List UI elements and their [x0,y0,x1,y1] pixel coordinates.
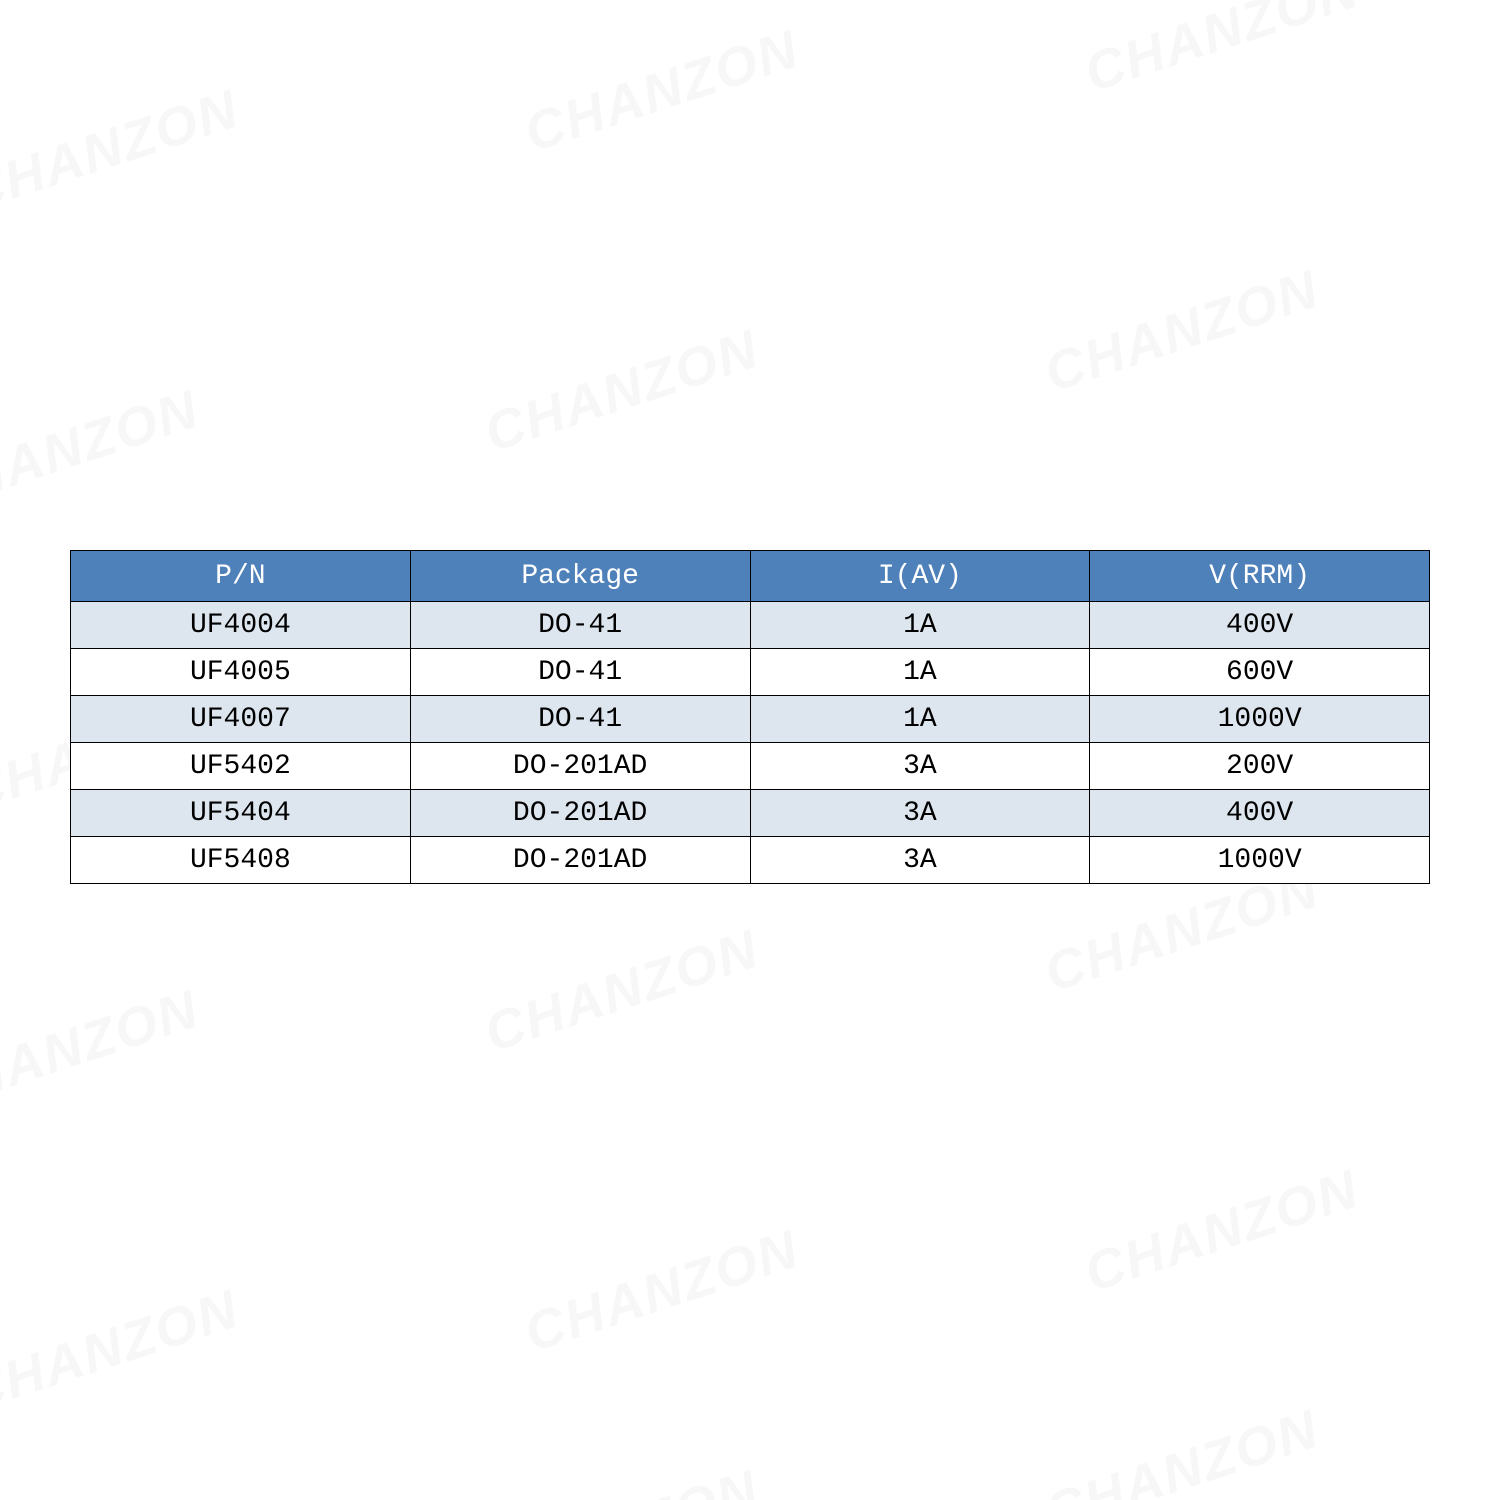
col-header-vrrm: V(RRM) [1090,551,1430,602]
cell-pn: UF5404 [71,790,411,837]
table-row: UF4007 DO-41 1A 1000V [71,696,1430,743]
cell-vrrm: 400V [1090,602,1430,649]
cell-package: DO-41 [410,649,750,696]
cell-pn: UF5402 [71,743,411,790]
watermark-text: CHANZON [477,1458,766,1500]
col-header-package: Package [410,551,750,602]
watermark-text: CHANZON [477,318,766,465]
cell-vrrm: 200V [1090,743,1430,790]
table-row: UF5404 DO-201AD 3A 400V [71,790,1430,837]
watermark-text: CHANZON [0,378,207,525]
spec-table-container: P/N Package I(AV) V(RRM) UF4004 DO-41 1A… [70,550,1430,884]
cell-package: DO-41 [410,602,750,649]
cell-package: DO-201AD [410,790,750,837]
watermark-text: CHANZON [517,18,806,165]
table-row: UF4004 DO-41 1A 400V [71,602,1430,649]
cell-iav: 1A [750,649,1090,696]
cell-iav: 3A [750,790,1090,837]
watermark-text: CHANZON [477,918,766,1065]
watermark-text: CHANZON [1077,0,1366,104]
col-header-iav: I(AV) [750,551,1090,602]
cell-pn: UF5408 [71,837,411,884]
table-row: UF5408 DO-201AD 3A 1000V [71,837,1430,884]
cell-vrrm: 400V [1090,790,1430,837]
spec-table: P/N Package I(AV) V(RRM) UF4004 DO-41 1A… [70,550,1430,884]
watermark-text: CHANZON [0,1278,247,1425]
watermark-text: CHANZON [0,78,247,225]
watermark-text: CHANZON [517,1218,806,1365]
cell-iav: 1A [750,696,1090,743]
watermark-text: CHANZON [1077,1158,1366,1305]
cell-package: DO-41 [410,696,750,743]
watermark-text: CHANZON [1037,258,1326,405]
cell-iav: 3A [750,743,1090,790]
watermark-text: CHANZON [0,978,207,1125]
col-header-pn: P/N [71,551,411,602]
cell-pn: UF4007 [71,696,411,743]
cell-iav: 1A [750,602,1090,649]
table-row: UF4005 DO-41 1A 600V [71,649,1430,696]
cell-iav: 3A [750,837,1090,884]
cell-pn: UF4004 [71,602,411,649]
cell-vrrm: 1000V [1090,837,1430,884]
cell-package: DO-201AD [410,743,750,790]
table-row: UF5402 DO-201AD 3A 200V [71,743,1430,790]
cell-vrrm: 600V [1090,649,1430,696]
cell-vrrm: 1000V [1090,696,1430,743]
watermark-text: CHANZON [1037,1398,1326,1500]
table-header-row: P/N Package I(AV) V(RRM) [71,551,1430,602]
cell-package: DO-201AD [410,837,750,884]
cell-pn: UF4005 [71,649,411,696]
